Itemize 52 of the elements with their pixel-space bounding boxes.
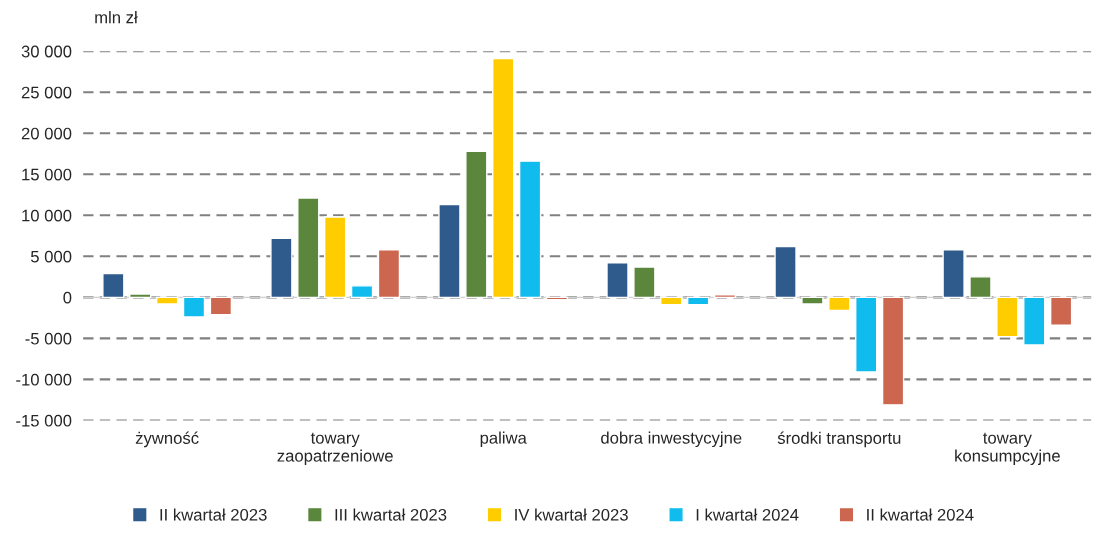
y-tick-label: 25 000 <box>21 86 72 99</box>
bar <box>606 262 629 299</box>
bar <box>129 293 152 299</box>
bar <box>801 296 824 305</box>
y-tick-label: 20 000 <box>21 127 72 140</box>
bar <box>182 296 206 318</box>
legend-label: II kwartał 2023 <box>160 508 267 521</box>
y-tick-label: -10 000 <box>16 373 72 386</box>
bar <box>969 276 992 299</box>
y-tick-label: -5 000 <box>25 332 72 345</box>
x-tick-label: żywność <box>135 431 199 448</box>
y-tick-label: 0 <box>63 291 72 304</box>
bar <box>492 57 515 299</box>
bar <box>297 197 320 299</box>
bar <box>881 296 905 406</box>
bar <box>713 294 737 299</box>
bar <box>518 160 542 299</box>
bar <box>155 296 179 305</box>
y-tick-label: 5 000 <box>30 250 72 263</box>
bar <box>1023 296 1046 346</box>
bar <box>465 150 488 299</box>
legend-label: III kwartał 2023 <box>335 508 447 521</box>
bar <box>270 237 293 299</box>
bar <box>855 296 878 373</box>
bar <box>438 203 461 299</box>
bar <box>942 249 965 299</box>
y-tick-label: 30 000 <box>21 45 72 58</box>
x-tick-label: towary zaopatrzeniowe <box>277 432 393 466</box>
bar <box>209 296 233 316</box>
y-tick-label: -15 000 <box>16 414 72 427</box>
bar <box>350 285 374 299</box>
bar <box>774 245 797 299</box>
bar <box>545 296 569 301</box>
y-tick-label: 10 000 <box>22 209 72 222</box>
y-tick-label: 15 000 <box>22 168 72 181</box>
y-axis-title: mln zł <box>95 11 138 24</box>
x-tick-label: towary konsumpcyjne <box>955 432 1060 466</box>
x-tick-label: środki transportu <box>777 431 901 448</box>
legend-label: II kwartał 2024 <box>867 508 974 521</box>
bar <box>102 272 125 299</box>
bar <box>1049 296 1073 326</box>
bar <box>996 296 1019 338</box>
bar <box>660 296 683 306</box>
x-tick-label: dobra inwestycyjne <box>601 431 742 448</box>
legend-label: I kwartał 2024 <box>696 508 799 521</box>
x-tick-label: paliwa <box>480 431 527 448</box>
bar <box>377 249 401 299</box>
bar <box>686 296 710 306</box>
bar <box>828 296 851 312</box>
legend-label: IV kwartał 2023 <box>515 508 628 521</box>
bar <box>323 216 347 299</box>
bar <box>633 266 656 299</box>
